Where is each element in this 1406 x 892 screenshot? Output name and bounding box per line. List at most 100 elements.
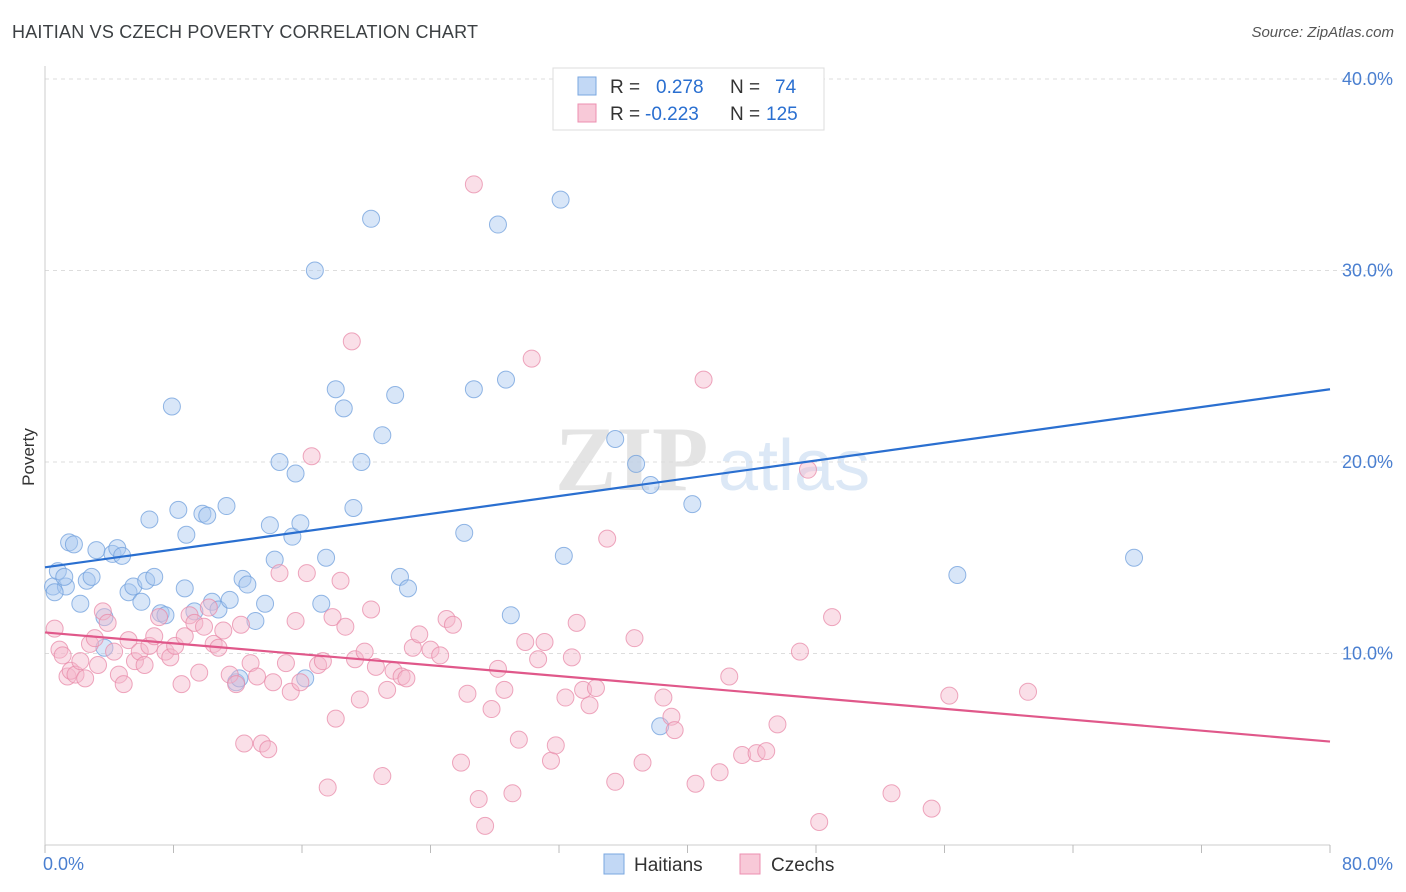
haitians-point (373, 426, 392, 445)
y-tick-label: 10.0% (1342, 644, 1393, 664)
haitians-point (145, 567, 164, 586)
y-tick-label: 20.0% (1342, 452, 1393, 472)
haitians-point (162, 397, 181, 416)
czechs-point (350, 690, 369, 709)
haitians-point (627, 454, 646, 473)
haitians-point (233, 569, 252, 588)
czechs-point (259, 740, 278, 759)
czechs-point (509, 730, 528, 749)
haitians-point (175, 579, 194, 598)
source-credit: Source: ZipAtlas.com (1251, 24, 1394, 41)
czechs-point (76, 669, 95, 688)
haitians-point (87, 541, 106, 560)
haitians-point (606, 430, 625, 449)
haitians-point (455, 523, 474, 542)
czechs-point (882, 784, 901, 803)
series-haitians (44, 190, 1144, 736)
haitians-point (238, 575, 257, 594)
czechs-point (710, 763, 729, 782)
haitians-point (256, 594, 275, 613)
czechs-point (469, 790, 488, 809)
czechs-point (355, 642, 374, 661)
czechs-point (378, 680, 397, 699)
haitians-point (317, 548, 336, 567)
haitians-point (326, 380, 345, 399)
czechs-point (326, 709, 345, 728)
haitians-point (362, 209, 381, 228)
czechs-point (281, 682, 300, 701)
haitians-point (386, 385, 405, 404)
czechs-point (503, 784, 522, 803)
czechs-point (248, 667, 267, 686)
czechs-point (1019, 682, 1038, 701)
haitians-point (71, 594, 90, 613)
czechs-point (556, 688, 575, 707)
czechs-point (105, 642, 124, 661)
r-value-haitians: 0.278 (656, 77, 704, 98)
n-value-haitians: 74 (775, 77, 797, 98)
chart-title: HAITIAN VS CZECH POVERTY CORRELATION CHA… (12, 22, 479, 42)
czechs-point (270, 564, 289, 583)
czechs-point (495, 680, 514, 699)
haitians-point (132, 592, 151, 611)
y-axis-title: Poverty (19, 428, 38, 486)
grid-lines (45, 78, 1392, 654)
czechs-point (790, 642, 809, 661)
czechs-point (227, 675, 246, 694)
legend-czechs-swatch (739, 853, 761, 875)
haitians-point (55, 567, 74, 586)
haitians-point (291, 514, 310, 533)
stats-legend-box (552, 67, 825, 131)
haitians-point (177, 525, 196, 544)
czechs-point (476, 816, 495, 835)
czechs-point (482, 700, 501, 719)
n-value-czechs: 125 (766, 104, 798, 125)
czechs-point (421, 640, 440, 659)
y-tick-label: 30.0% (1342, 261, 1393, 281)
czechs-point (567, 613, 586, 632)
czechs-point (264, 673, 283, 692)
czechs-point (535, 633, 554, 652)
czechs-point (431, 646, 450, 665)
haitians-point (56, 577, 75, 596)
czechs-point (318, 778, 337, 797)
czechs-point (66, 665, 85, 684)
trend-lines (44, 388, 1331, 743)
czechs-point (823, 608, 842, 627)
czechs-point (810, 813, 829, 832)
haitians-point (82, 567, 101, 586)
czechs-point (410, 625, 429, 644)
haitians-point (554, 546, 573, 565)
czechs-point (686, 774, 705, 793)
czechs-point (190, 663, 209, 682)
haitians-point (45, 583, 64, 602)
czechs-point (53, 646, 72, 665)
czechs-point (529, 650, 548, 669)
czechs-point (586, 678, 605, 697)
czechs-point (125, 652, 144, 671)
haitians-point (501, 606, 520, 625)
czechs-point (235, 734, 254, 753)
haitians-point (344, 498, 363, 517)
czechs-point (654, 688, 673, 707)
czechs-point (516, 633, 535, 652)
czechs-point (373, 767, 392, 786)
czechs-point (231, 615, 250, 634)
czechs-point (458, 684, 477, 703)
haitians-trend-line (44, 388, 1331, 569)
czechs-point (302, 447, 321, 466)
r-label-czechs: R = (610, 104, 640, 125)
czechs-point (291, 673, 310, 692)
czechs-point (580, 696, 599, 715)
czechs-point (546, 736, 565, 755)
czechs-point (798, 460, 817, 479)
haitians-point (305, 261, 324, 280)
haitians-point (334, 399, 353, 418)
czechs-point (166, 636, 185, 655)
czechs-point (633, 753, 652, 772)
czechs-point (665, 721, 684, 740)
n-label-czechs: N = (730, 104, 760, 125)
czechs-point (276, 654, 295, 673)
czechs-point (135, 655, 154, 674)
haitians-swatch (577, 76, 597, 96)
